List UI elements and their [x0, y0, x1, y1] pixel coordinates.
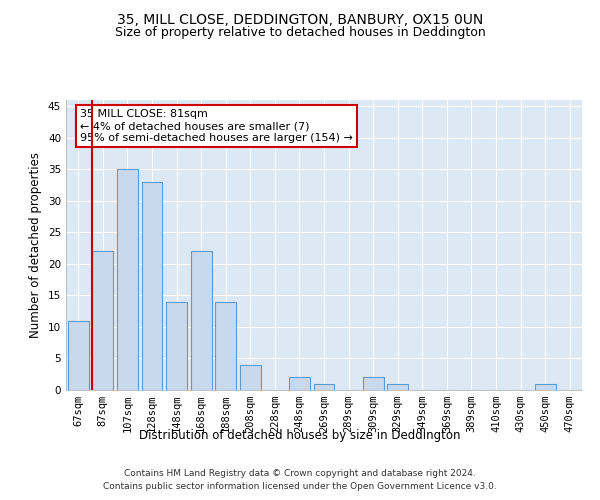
Bar [387, 384, 408, 390]
Bar [289, 378, 310, 390]
Bar [535, 384, 556, 390]
Text: 35 MILL CLOSE: 81sqm
← 4% of detached houses are smaller (7)
95% of semi-detache: 35 MILL CLOSE: 81sqm ← 4% of detached ho… [80, 110, 353, 142]
Text: 35, MILL CLOSE, DEDDINGTON, BANBURY, OX15 0UN: 35, MILL CLOSE, DEDDINGTON, BANBURY, OX1… [117, 12, 483, 26]
Text: Contains public sector information licensed under the Open Government Licence v3: Contains public sector information licen… [103, 482, 497, 491]
Bar [68, 320, 89, 390]
Bar [92, 252, 113, 390]
Bar [117, 170, 138, 390]
Bar [215, 302, 236, 390]
Bar [191, 252, 212, 390]
Bar [314, 384, 334, 390]
Bar [362, 378, 383, 390]
Bar [142, 182, 163, 390]
Bar [240, 365, 261, 390]
Text: Distribution of detached houses by size in Deddington: Distribution of detached houses by size … [139, 428, 461, 442]
Text: Contains HM Land Registry data © Crown copyright and database right 2024.: Contains HM Land Registry data © Crown c… [124, 468, 476, 477]
Text: Size of property relative to detached houses in Deddington: Size of property relative to detached ho… [115, 26, 485, 39]
Y-axis label: Number of detached properties: Number of detached properties [29, 152, 43, 338]
Bar [166, 302, 187, 390]
